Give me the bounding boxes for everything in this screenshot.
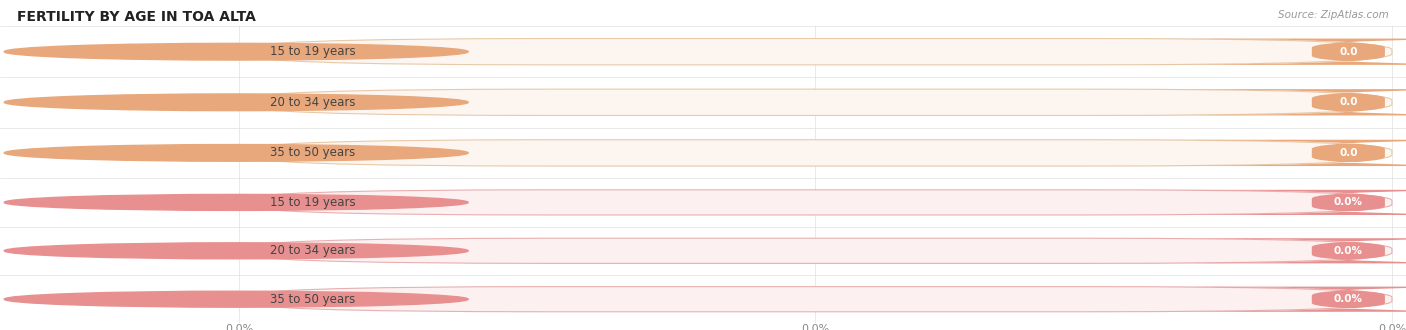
Text: 35 to 50 years: 35 to 50 years <box>270 293 356 306</box>
Circle shape <box>4 194 468 211</box>
FancyBboxPatch shape <box>239 287 1392 312</box>
FancyBboxPatch shape <box>1132 190 1406 215</box>
Text: 35 to 50 years: 35 to 50 years <box>270 147 356 159</box>
Text: 20 to 34 years: 20 to 34 years <box>270 96 356 109</box>
Text: 0.0: 0.0 <box>807 179 824 189</box>
Text: 0.0: 0.0 <box>1339 47 1358 57</box>
Circle shape <box>4 145 468 161</box>
Circle shape <box>4 243 468 259</box>
FancyBboxPatch shape <box>1132 238 1406 263</box>
FancyBboxPatch shape <box>1132 140 1406 166</box>
Text: 15 to 19 years: 15 to 19 years <box>270 45 356 58</box>
Text: 0.0: 0.0 <box>1339 97 1358 107</box>
Text: 0.0: 0.0 <box>231 179 247 189</box>
Text: 0.0: 0.0 <box>1384 179 1400 189</box>
FancyBboxPatch shape <box>239 39 1392 65</box>
FancyBboxPatch shape <box>1132 39 1406 65</box>
Text: 0.0%: 0.0% <box>801 324 830 330</box>
FancyBboxPatch shape <box>239 89 1392 116</box>
FancyBboxPatch shape <box>239 190 1392 215</box>
Text: 0.0%: 0.0% <box>1334 294 1362 304</box>
Text: 20 to 34 years: 20 to 34 years <box>270 244 356 257</box>
FancyBboxPatch shape <box>239 140 1392 166</box>
Text: 0.0%: 0.0% <box>225 324 253 330</box>
FancyBboxPatch shape <box>1132 89 1406 116</box>
Text: 0.0%: 0.0% <box>1378 324 1406 330</box>
FancyBboxPatch shape <box>239 238 1392 263</box>
Text: 0.0: 0.0 <box>1339 148 1358 158</box>
Text: 15 to 19 years: 15 to 19 years <box>270 196 356 209</box>
Text: FERTILITY BY AGE IN TOA ALTA: FERTILITY BY AGE IN TOA ALTA <box>17 10 256 24</box>
Text: 0.0%: 0.0% <box>1334 246 1362 256</box>
Circle shape <box>4 291 468 307</box>
Text: Source: ZipAtlas.com: Source: ZipAtlas.com <box>1278 10 1389 20</box>
FancyBboxPatch shape <box>1132 287 1406 312</box>
Circle shape <box>4 94 468 111</box>
Text: 0.0%: 0.0% <box>1334 197 1362 207</box>
Circle shape <box>4 43 468 60</box>
